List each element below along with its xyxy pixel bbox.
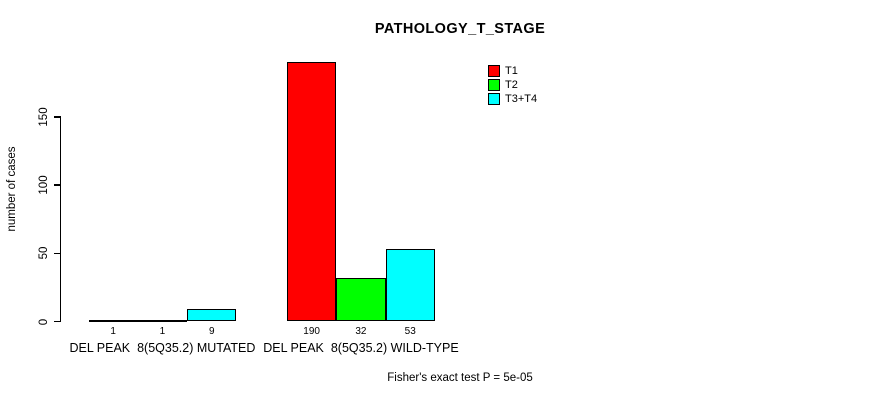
y-axis-label: number of cases [6,146,18,232]
bar-value-label: 1 [110,326,116,337]
bar-t3t4-wild-type [385,249,435,322]
group-label-mutated: DEL PEAK 8(5Q35.2) MUTATED [69,341,256,355]
legend-swatch-icon [488,93,500,105]
legend-row-t3t4: T3+T4 [488,92,537,106]
y-tick-100 [53,184,61,186]
bar-value-label: 32 [355,326,367,337]
bar-t2-mutated [137,320,188,323]
y-tick-0 [53,320,61,323]
y-axis-line [60,117,62,322]
y-tick-label-100: 100 [38,175,50,195]
legend-label: T1 [505,65,518,77]
legend-swatch-icon [488,65,500,77]
legend-swatch-icon [488,79,500,91]
chart-title: PATHOLOGY_T_STAGE [374,21,546,37]
legend-label: T3+T4 [505,93,538,105]
bar-value-label: 1 [159,326,166,337]
legend-row-t1: T1 [488,64,537,78]
y-tick-label-0: 0 [38,318,50,325]
bar-t3t4-mutated [187,309,237,322]
bar-t1-wild-type [287,62,337,322]
bar-value-label: 9 [208,326,215,337]
group-label-wild-type: DEL PEAK 8(5Q35.2) WILD-TYPE [263,341,459,355]
pvalue-annotation: Fisher's exact test P = 5e-05 [387,372,533,384]
legend-label: T2 [505,79,518,91]
bar-value-label: 53 [404,326,416,337]
y-tick-label-150: 150 [38,107,50,127]
y-tick-label-50: 50 [38,246,50,260]
bar-t1-mutated [88,320,138,323]
y-tick-150 [53,116,61,118]
y-tick-50 [53,252,61,255]
legend: T1 T2 T3+T4 [488,64,537,106]
legend-row-t2: T2 [488,78,537,92]
bar-value-label: 190 [303,326,320,337]
bar-t2-wild-type [336,277,386,322]
